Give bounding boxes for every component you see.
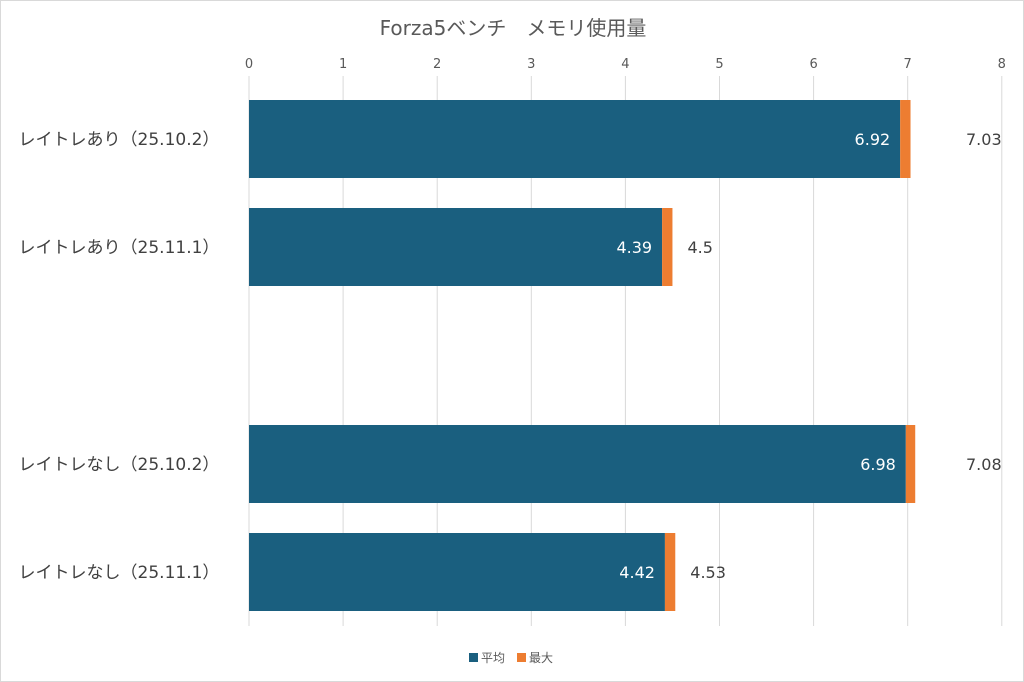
data-label-average: 4.42 [619, 563, 655, 582]
x-tick-label: 1 [339, 57, 347, 72]
category-label: レイトレなし（25.11.1） [19, 563, 220, 583]
category-labels: レイトレあり（25.10.2） レイトレあり（25.11.1） レイトレなし（25.… [19, 130, 220, 583]
legend-label: 最大 [529, 651, 553, 665]
bar-average [249, 208, 663, 286]
x-tick-label: 5 [715, 57, 723, 72]
chart-title: Forza5ベンチ メモリ使用量 [380, 16, 647, 40]
x-tick-label: 4 [621, 57, 629, 72]
data-label-maximum: 7.08 [966, 455, 1002, 474]
x-tick-label: 7 [904, 57, 912, 72]
category-label: レイトレあり（25.11.1） [19, 238, 220, 258]
x-tick-label: 0 [245, 57, 253, 72]
legend: 平均 最大 [469, 651, 553, 665]
x-tick-label: 6 [809, 57, 817, 72]
bar-maximum [900, 100, 911, 178]
legend-swatch [517, 653, 526, 662]
bar-maximum [664, 533, 676, 611]
data-label-average: 6.98 [860, 455, 896, 474]
data-label-average: 6.92 [855, 130, 891, 149]
data-label-maximum: 4.53 [690, 563, 726, 582]
x-tick-label: 2 [433, 57, 441, 72]
bars [249, 100, 916, 611]
bar-average [249, 533, 665, 611]
x-tick-label: 8 [998, 57, 1006, 72]
data-label-average: 4.39 [616, 238, 652, 257]
bar-average [249, 425, 906, 503]
data-labels: 6.92 7.03 4.39 4.5 6.98 7.08 4.42 4.53 [616, 130, 1001, 582]
legend-swatch [469, 653, 478, 662]
category-label: レイトレあり（25.10.2） [19, 130, 220, 150]
bar-average [249, 100, 901, 178]
bar-maximum [662, 208, 673, 286]
x-axis-tick-labels: 0 1 2 3 4 5 6 7 8 [245, 57, 1006, 72]
category-label: レイトレなし（25.10.2） [19, 455, 220, 475]
data-label-maximum: 4.5 [687, 238, 712, 257]
legend-label: 平均 [481, 651, 505, 665]
bar-maximum [905, 425, 916, 503]
data-label-maximum: 7.03 [966, 130, 1002, 149]
x-tick-label: 3 [527, 57, 535, 72]
